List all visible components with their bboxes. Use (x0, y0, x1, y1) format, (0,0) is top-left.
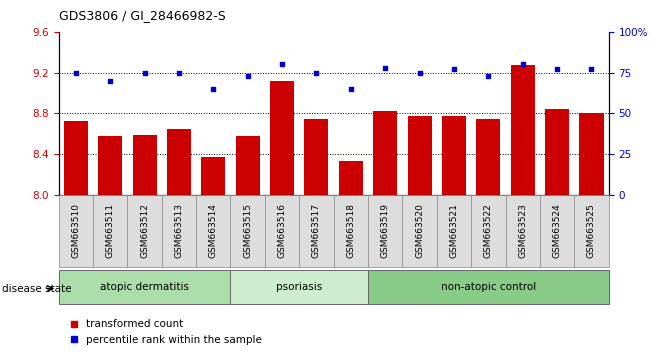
Text: GSM663513: GSM663513 (174, 204, 184, 258)
Bar (510, 65, 534, 195)
Point (242, 73, 253, 79)
Text: GSM663525: GSM663525 (587, 204, 596, 258)
Text: GDS3806 / GI_28466982-S: GDS3806 / GI_28466982-S (59, 9, 225, 22)
Text: non-atopic control: non-atopic control (441, 282, 536, 292)
Text: GSM663516: GSM663516 (277, 204, 286, 258)
Text: GSM663514: GSM663514 (209, 204, 218, 258)
Point (552, 67, 562, 72)
Text: atopic dermatitis: atopic dermatitis (100, 282, 189, 292)
Bar (545, 109, 569, 195)
Bar (574, 195, 609, 267)
Bar (402, 195, 437, 267)
Text: GSM663515: GSM663515 (243, 204, 252, 258)
Point (346, 86, 356, 92)
Bar (196, 195, 230, 267)
Bar (368, 270, 609, 304)
Text: GSM663520: GSM663520 (415, 204, 424, 258)
Bar (93, 195, 128, 267)
Bar (373, 111, 397, 195)
Bar (506, 195, 540, 267)
Bar (442, 116, 466, 195)
Bar (477, 119, 501, 195)
Text: GSM663522: GSM663522 (484, 204, 493, 258)
Point (208, 86, 219, 92)
Legend: transformed count, percentile rank within the sample: transformed count, percentile rank withi… (64, 315, 266, 349)
Bar (333, 195, 368, 267)
Bar (339, 161, 363, 195)
Text: GSM663517: GSM663517 (312, 204, 321, 258)
Bar (437, 195, 471, 267)
Bar (236, 136, 260, 195)
Point (518, 62, 528, 67)
Bar (230, 270, 368, 304)
Bar (471, 195, 506, 267)
Text: GSM663511: GSM663511 (105, 204, 115, 258)
Point (415, 70, 425, 75)
Bar (161, 195, 196, 267)
Text: GSM663521: GSM663521 (449, 204, 458, 258)
Bar (167, 129, 191, 195)
Text: GSM663518: GSM663518 (346, 204, 355, 258)
Bar (579, 113, 603, 195)
Bar (408, 116, 432, 195)
Text: GSM663519: GSM663519 (381, 204, 390, 258)
Point (587, 67, 597, 72)
Bar (201, 157, 225, 195)
Point (105, 78, 115, 84)
Bar (98, 136, 122, 195)
Point (380, 65, 391, 70)
Bar (265, 195, 299, 267)
Point (277, 62, 287, 67)
Text: GSM663510: GSM663510 (71, 204, 80, 258)
Bar (230, 195, 265, 267)
Point (174, 70, 184, 75)
Point (449, 67, 459, 72)
Text: GSM663523: GSM663523 (518, 204, 527, 258)
Text: disease state: disease state (2, 284, 72, 293)
Bar (299, 195, 333, 267)
Text: GSM663524: GSM663524 (553, 204, 562, 258)
Point (70, 70, 81, 75)
Point (139, 70, 150, 75)
Text: psoriasis: psoriasis (276, 282, 322, 292)
Bar (59, 195, 93, 267)
Bar (540, 195, 574, 267)
Point (483, 73, 493, 79)
Bar (128, 195, 161, 267)
Bar (305, 119, 329, 195)
Bar (64, 121, 88, 195)
Bar (59, 270, 230, 304)
Bar (133, 135, 157, 195)
Text: GSM663512: GSM663512 (140, 204, 149, 258)
Bar (368, 195, 402, 267)
Bar (270, 81, 294, 195)
Point (311, 70, 322, 75)
